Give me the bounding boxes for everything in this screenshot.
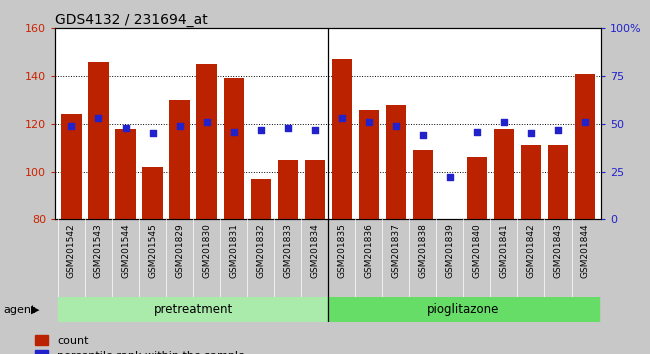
Point <box>526 131 536 136</box>
Bar <box>250 179 271 219</box>
Text: GSM201841: GSM201841 <box>499 223 508 278</box>
Point <box>283 125 293 131</box>
Text: GSM201542: GSM201542 <box>67 223 76 278</box>
Bar <box>142 167 162 219</box>
Point <box>120 125 131 131</box>
Text: GSM201840: GSM201840 <box>473 223 482 278</box>
Text: GSM201839: GSM201839 <box>445 223 454 278</box>
Text: GSM201544: GSM201544 <box>121 223 130 278</box>
Bar <box>305 160 325 219</box>
Point <box>472 129 482 135</box>
Point <box>228 129 239 135</box>
Bar <box>494 129 514 219</box>
Bar <box>170 100 190 219</box>
Point <box>66 123 77 129</box>
Text: GSM201843: GSM201843 <box>554 223 562 278</box>
Point <box>552 127 563 132</box>
Text: GSM201545: GSM201545 <box>148 223 157 278</box>
Text: GSM201832: GSM201832 <box>256 223 265 278</box>
Bar <box>88 62 109 219</box>
Text: GSM201838: GSM201838 <box>419 223 427 278</box>
Point <box>418 132 428 138</box>
Text: agent: agent <box>3 305 36 315</box>
Point <box>174 123 185 129</box>
Bar <box>521 145 541 219</box>
Point <box>391 123 401 129</box>
Text: GSM201844: GSM201844 <box>580 223 590 278</box>
Bar <box>224 79 244 219</box>
Legend: count, percentile rank within the sample: count, percentile rank within the sample <box>35 335 245 354</box>
Text: GSM201830: GSM201830 <box>202 223 211 278</box>
Bar <box>575 74 595 219</box>
Point <box>580 119 590 125</box>
Point <box>94 115 104 121</box>
Text: GSM201836: GSM201836 <box>364 223 373 278</box>
Point <box>499 119 509 125</box>
Point <box>255 127 266 132</box>
FancyBboxPatch shape <box>328 297 599 322</box>
Bar <box>196 64 216 219</box>
Bar <box>61 114 82 219</box>
Bar <box>467 157 487 219</box>
Text: GSM201834: GSM201834 <box>310 223 319 278</box>
Bar <box>413 150 433 219</box>
Text: pioglitazone: pioglitazone <box>427 303 500 316</box>
Text: GSM201833: GSM201833 <box>283 223 292 278</box>
Bar <box>548 145 568 219</box>
Point <box>148 131 158 136</box>
Bar <box>332 59 352 219</box>
Text: ▶: ▶ <box>31 305 40 315</box>
FancyBboxPatch shape <box>58 297 328 322</box>
Bar <box>359 110 379 219</box>
Text: GSM201831: GSM201831 <box>229 223 238 278</box>
Point <box>309 127 320 132</box>
Text: GSM201842: GSM201842 <box>526 223 536 278</box>
Bar <box>278 160 298 219</box>
Bar <box>385 105 406 219</box>
Text: GSM201543: GSM201543 <box>94 223 103 278</box>
Point <box>337 115 347 121</box>
Text: GSM201837: GSM201837 <box>391 223 400 278</box>
Bar <box>116 129 136 219</box>
Point <box>445 175 455 180</box>
Text: GSM201835: GSM201835 <box>337 223 346 278</box>
Point <box>202 119 212 125</box>
Point <box>363 119 374 125</box>
Text: GDS4132 / 231694_at: GDS4132 / 231694_at <box>55 13 208 27</box>
Text: pretreatment: pretreatment <box>153 303 233 316</box>
Text: GSM201829: GSM201829 <box>175 223 184 278</box>
